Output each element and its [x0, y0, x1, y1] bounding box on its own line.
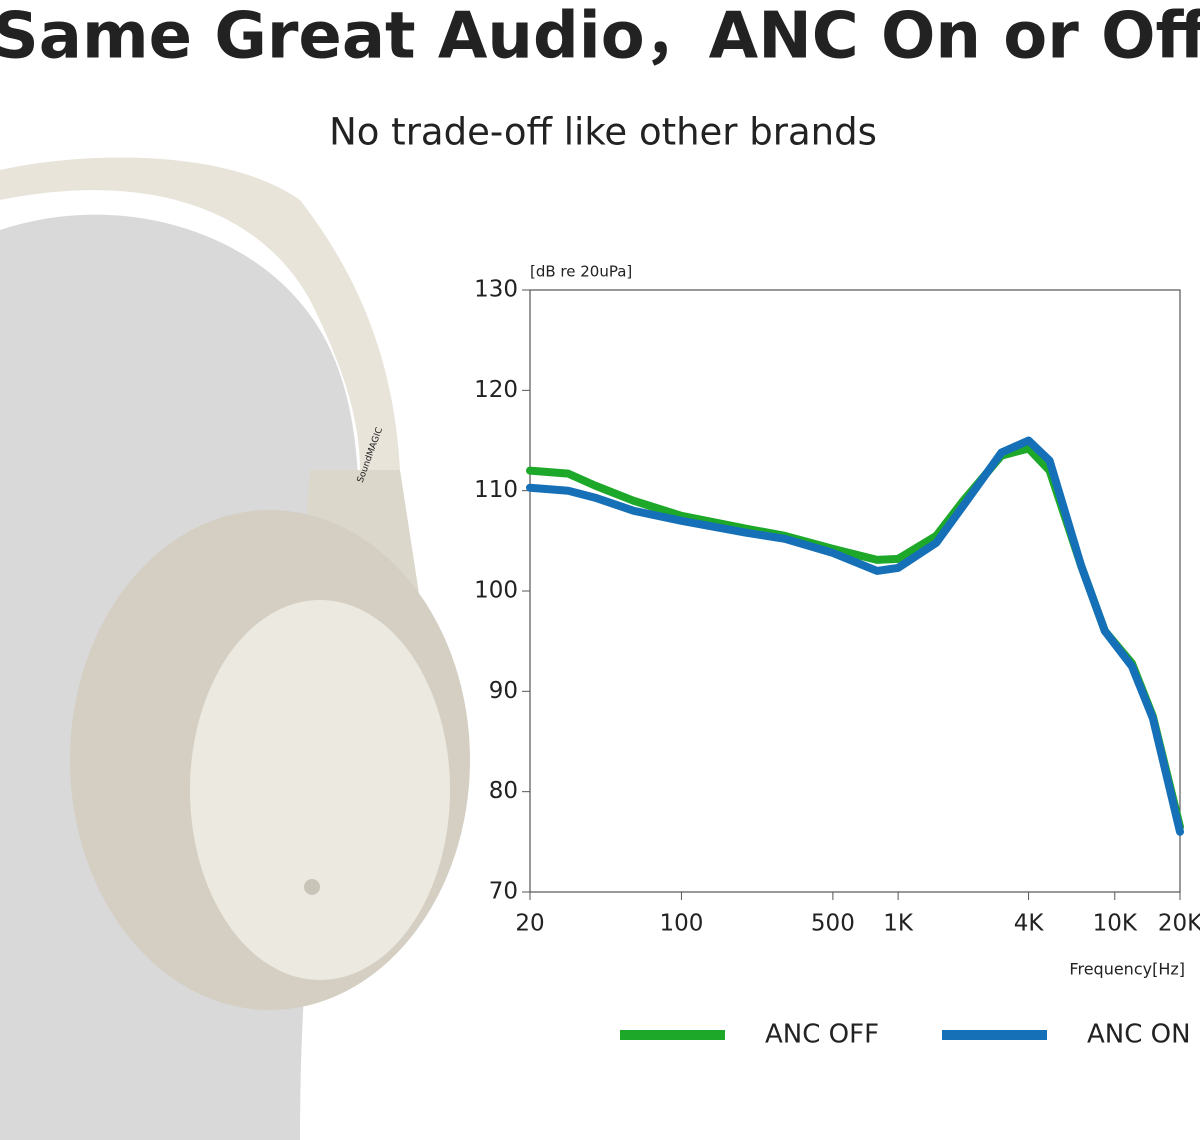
x-tick-label: 10K	[1093, 911, 1138, 937]
x-tick-label: 20	[515, 911, 544, 937]
y-tick-label: 80	[489, 778, 518, 804]
y-axis-label: [dB re 20uPa]	[530, 263, 632, 281]
plot-frame	[529, 289, 1181, 893]
chart-title: Same Great Audio，ANC On or Off	[0, 0, 1200, 74]
x-tick-label: 100	[659, 911, 703, 937]
earcup	[190, 600, 450, 980]
x-axis-label: Frequency[Hz]	[1069, 960, 1185, 979]
legend-label: ANC ON	[1087, 1020, 1191, 1050]
x-tick-label: 500	[811, 911, 855, 937]
y-tick-label: 110	[474, 477, 518, 503]
y-tick-label: 90	[489, 678, 518, 704]
x-tick-label: 20K	[1158, 911, 1200, 937]
headphone-illustration: SoundMAGIC	[0, 157, 470, 1140]
series-line	[526, 436, 1184, 836]
x-tick-label: 1K	[883, 911, 914, 937]
legend-label: ANC OFF	[765, 1020, 879, 1050]
y-tick-label: 130	[474, 277, 518, 303]
chart-subtitle: No trade-off like other brands	[329, 111, 877, 154]
y-tick-label: 120	[474, 377, 518, 403]
y-tick-label: 70	[489, 879, 518, 905]
headband	[0, 157, 400, 470]
button	[304, 879, 320, 895]
y-tick-label: 100	[474, 578, 518, 604]
x-tick-label: 4K	[1014, 911, 1045, 937]
